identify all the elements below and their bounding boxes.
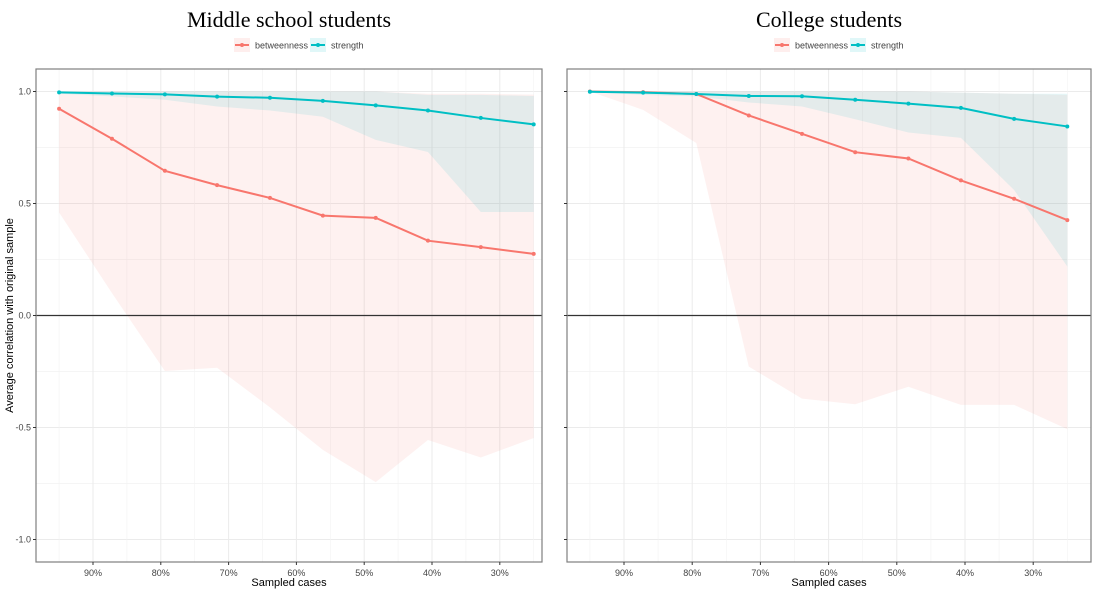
betweenness-point — [162, 168, 167, 173]
x-tick-label: 80% — [683, 568, 701, 578]
strength-point — [958, 105, 963, 110]
x-tick-label: 30% — [491, 568, 509, 578]
strength-interval-band — [59, 91, 534, 213]
strength-point — [320, 98, 325, 103]
y-tick-label: -1.0 — [15, 535, 31, 545]
strength-point — [694, 91, 699, 96]
strength-point — [800, 94, 805, 99]
betweenness-point — [746, 113, 751, 118]
x-tick-label: 60% — [820, 568, 838, 578]
legend: betweenness strength — [774, 38, 904, 52]
legend-label-strength: strength — [331, 41, 364, 51]
panel-college: 90% 80% 70% 60% 50% 40% 30% Sampled cases Colleg… — [564, 7, 1092, 589]
x-tick-label: 40% — [423, 568, 441, 578]
x-tick-label: 70% — [751, 568, 769, 578]
y-tick-label: 0.0 — [18, 311, 31, 321]
x-tick-label: 90% — [84, 568, 102, 578]
betweenness-point — [425, 238, 430, 243]
betweenness-point — [853, 150, 858, 155]
strength-point — [531, 122, 536, 127]
strength-point — [1065, 124, 1070, 129]
strength-point — [641, 90, 646, 95]
panel-middle-school: 1.0 0.5 0.0 -0.5 -1.0 90% 80% 70% 60% 50% 40% 30% Sa… — [4, 7, 543, 589]
panel-title: College students — [756, 7, 902, 32]
strength-interval-band — [589, 91, 1068, 267]
x-tick-label: 50% — [888, 568, 906, 578]
betweenness-point — [1012, 196, 1017, 201]
strength-point — [1012, 116, 1017, 121]
strength-point — [478, 115, 483, 120]
x-tick-label: 80% — [152, 568, 170, 578]
betweenness-point — [267, 195, 272, 200]
strength-point — [109, 91, 114, 96]
x-tick-label: 30% — [1024, 568, 1042, 578]
betweenness-point — [958, 178, 963, 183]
strength-point — [587, 89, 592, 94]
legend-point-strength — [316, 43, 320, 47]
betweenness-point — [906, 156, 911, 161]
x-tick-label: 60% — [287, 568, 305, 578]
legend-point-betweenness — [780, 43, 784, 47]
y-axis-label: Average correlation with original sample — [4, 218, 16, 413]
betweenness-line — [58, 107, 534, 255]
betweenness-interval-band — [59, 91, 534, 483]
legend-point-strength — [856, 43, 860, 47]
legend-label-betweenness: betweenness — [795, 41, 849, 51]
y-tick-label: -0.5 — [15, 423, 31, 433]
x-axis-label: Sampled cases — [251, 577, 327, 589]
panel-title: Middle school students — [187, 7, 391, 32]
strength-point — [57, 90, 62, 95]
strength-point — [267, 95, 272, 100]
legend: betweenness strength — [234, 38, 364, 52]
legend-label-strength: strength — [871, 41, 904, 51]
betweenness-point — [373, 215, 378, 220]
strength-line — [589, 90, 1068, 128]
betweenness-point — [531, 251, 536, 256]
betweenness-point — [57, 106, 62, 111]
betweenness-point — [215, 183, 220, 188]
strength-point — [853, 97, 858, 102]
betweenness-point — [320, 213, 325, 218]
legend-point-betweenness — [240, 43, 244, 47]
strength-point — [373, 103, 378, 108]
y-tick-label: 0.5 — [18, 199, 31, 209]
legend-label-betweenness: betweenness — [255, 41, 309, 51]
x-axis-label: Sampled cases — [791, 577, 867, 589]
strength-line — [59, 91, 534, 126]
x-tick-label: 40% — [956, 568, 974, 578]
strength-point — [425, 108, 430, 113]
betweenness-point — [109, 136, 114, 141]
x-tick-label: 50% — [355, 568, 373, 578]
y-tick-label: 1.0 — [18, 87, 31, 97]
betweenness-point — [800, 131, 805, 136]
betweenness-point — [1065, 218, 1070, 223]
strength-point — [162, 92, 167, 97]
betweenness-point — [478, 245, 483, 250]
x-tick-label: 70% — [220, 568, 238, 578]
x-tick-label: 90% — [615, 568, 633, 578]
strength-point — [746, 93, 751, 98]
strength-point — [906, 101, 911, 106]
strength-point — [215, 94, 220, 99]
